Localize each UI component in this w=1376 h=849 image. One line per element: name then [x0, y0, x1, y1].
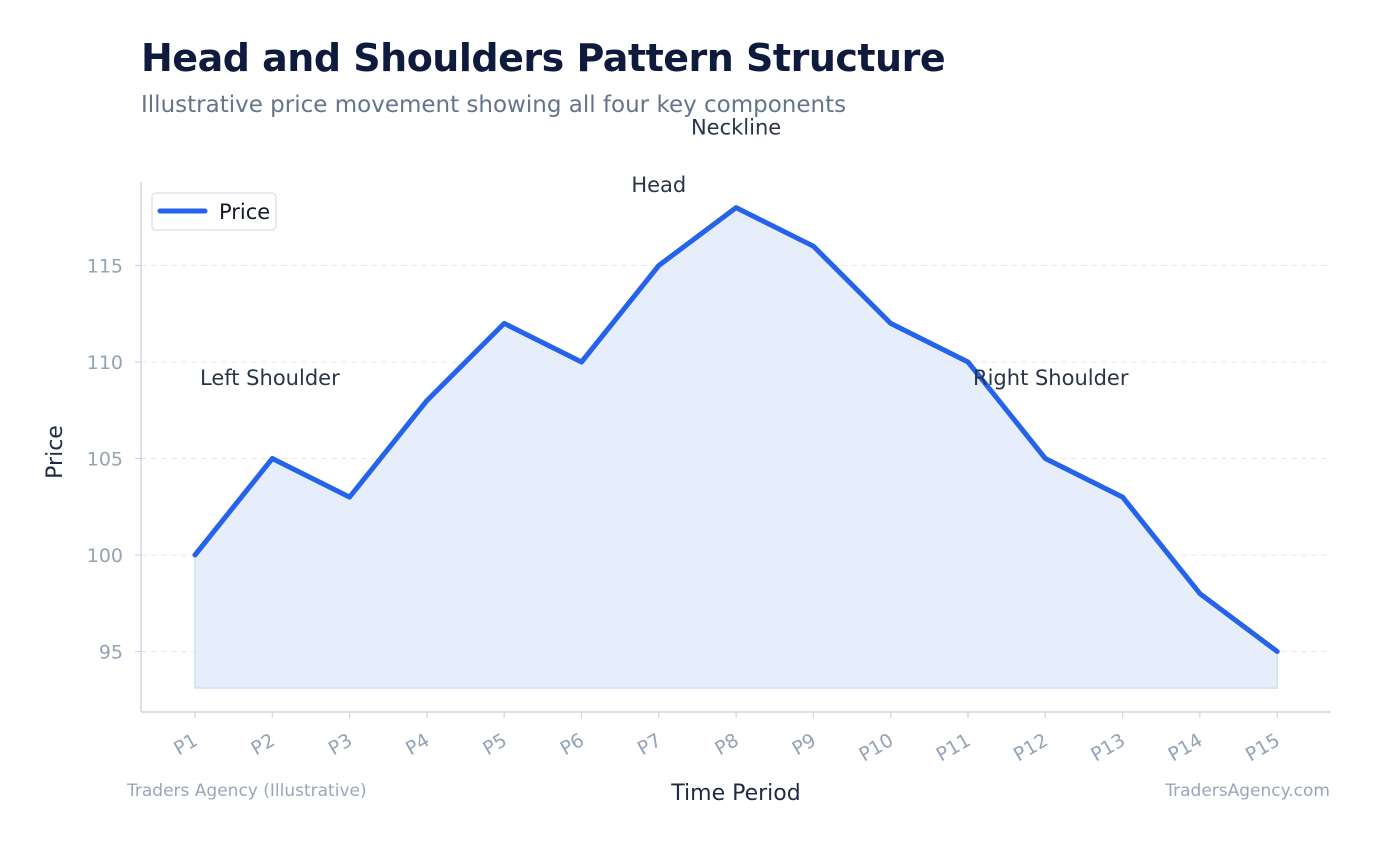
y-tick-label: 115	[87, 256, 123, 278]
footer-source: Traders Agency (Illustrative)	[126, 781, 367, 801]
footer-website: TradersAgency.com	[1164, 781, 1330, 801]
x-axis-label: Time Period	[670, 781, 800, 806]
x-tick-label: P9	[789, 729, 820, 760]
x-tick-label: P1	[170, 729, 201, 760]
annotation-label: Head	[631, 173, 686, 197]
x-tick-label: P10	[855, 729, 897, 766]
legend-label: Price	[219, 200, 270, 224]
annotation-label: Neckline	[691, 115, 781, 139]
series-line-price	[192, 205, 1280, 654]
y-axis-label: Price	[43, 425, 68, 479]
x-tick-label: P3	[325, 729, 356, 760]
area-fill	[194, 206, 1278, 689]
annotations: Left Shoulder Head Neckline Right Shoulder	[200, 115, 1129, 390]
x-tick-label: P4	[402, 729, 433, 760]
x-tick-label: P11	[933, 729, 975, 766]
y-tick-label: 105	[87, 449, 123, 471]
x-tick-label: P8	[711, 729, 742, 760]
x-tick-label: P2	[247, 729, 278, 760]
chart-subtitle: Illustrative price movement showing all …	[141, 92, 847, 118]
x-tick-label: P14	[1165, 729, 1207, 766]
x-tick-label: P15	[1242, 729, 1284, 766]
series-line-group	[192, 205, 1280, 654]
y-tick-label: 110	[87, 352, 123, 374]
x-tick-label: P7	[634, 729, 665, 760]
x-tick-label: P12	[1010, 729, 1052, 766]
annotation-label: Left Shoulder	[200, 366, 340, 390]
y-tick-label: 95	[99, 642, 123, 664]
y-tick-label: 100	[87, 545, 123, 567]
annotation-label: Right Shoulder	[973, 366, 1129, 390]
area-fill-group	[194, 206, 1278, 689]
x-tick-label: P5	[479, 729, 510, 760]
x-tick-label: P6	[557, 729, 588, 760]
x-tick-label: P13	[1087, 729, 1129, 766]
legend: Price	[151, 192, 277, 231]
legend-box	[151, 192, 277, 231]
chart-title: Head and Shoulders Pattern Structure	[141, 36, 946, 80]
